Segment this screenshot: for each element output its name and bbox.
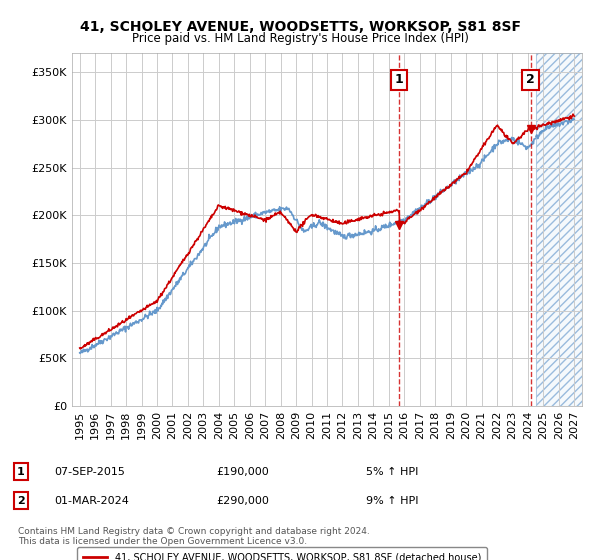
Text: 1: 1 [395,73,404,86]
Text: 41, SCHOLEY AVENUE, WOODSETTS, WORKSOP, S81 8SF: 41, SCHOLEY AVENUE, WOODSETTS, WORKSOP, … [79,20,521,34]
Text: 9% ↑ HPI: 9% ↑ HPI [366,496,419,506]
Text: £190,000: £190,000 [216,466,269,477]
Text: 2: 2 [17,496,25,506]
Text: £290,000: £290,000 [216,496,269,506]
Legend: 41, SCHOLEY AVENUE, WOODSETTS, WORKSOP, S81 8SF (detached house), HPI: Average p: 41, SCHOLEY AVENUE, WOODSETTS, WORKSOP, … [77,547,487,560]
Text: 1: 1 [17,466,25,477]
Text: 5% ↑ HPI: 5% ↑ HPI [366,466,418,477]
Text: 07-SEP-2015: 07-SEP-2015 [54,466,125,477]
Bar [536,53,582,406]
Bar [536,53,582,406]
Text: 2: 2 [526,73,535,86]
Text: Contains HM Land Registry data © Crown copyright and database right 2024.
This d: Contains HM Land Registry data © Crown c… [18,526,370,546]
Text: Price paid vs. HM Land Registry's House Price Index (HPI): Price paid vs. HM Land Registry's House … [131,32,469,45]
Text: 01-MAR-2024: 01-MAR-2024 [54,496,129,506]
